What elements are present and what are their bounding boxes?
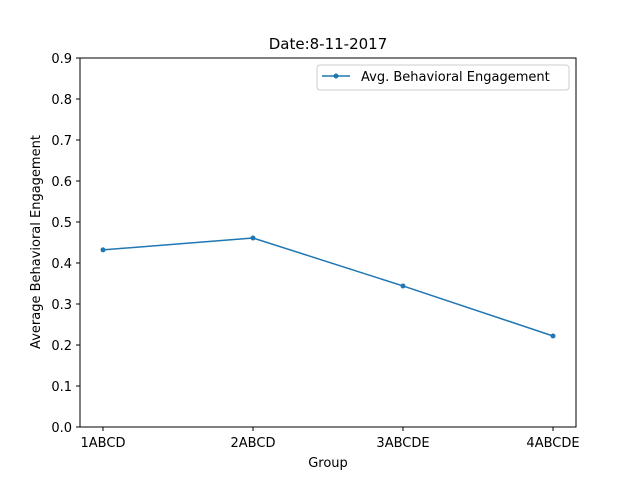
data-point (250, 235, 256, 241)
x-tick-label: 2ABCD (231, 436, 276, 451)
y-tick-label: 0.0 (51, 421, 72, 436)
y-axis: 0.0 0.1 0.2 0.3 0.4 0.5 0.6 0.7 0.8 0.9 (51, 52, 80, 436)
y-tick-label: 0.7 (51, 134, 72, 149)
chart-title: Date:8-11-2017 (269, 35, 388, 53)
y-tick-label: 0.1 (51, 380, 72, 395)
data-point (100, 247, 106, 253)
x-tick-label: 4ABCDE (526, 436, 579, 451)
x-axis-label: Group (308, 456, 348, 471)
legend-box (316, 64, 570, 91)
x-axis: 1ABCD 2ABCD 3ABCDE 4ABCDE (81, 427, 580, 451)
y-axis-label: Average Behavioral Engagement (29, 135, 44, 349)
series-line (102, 237, 554, 337)
y-tick-label: 0.5 (51, 216, 72, 231)
series-layer (100, 235, 556, 339)
y-tick-label: 0.8 (51, 93, 72, 108)
y-tick-label: 0.3 (51, 298, 72, 313)
data-point (400, 283, 406, 289)
x-tick-label: 3ABCDE (376, 436, 429, 451)
y-tick-label: 0.4 (51, 257, 72, 272)
plot-area-frame (79, 57, 577, 428)
data-point (550, 333, 556, 339)
x-tick-label: 1ABCD (81, 436, 126, 451)
legend: Avg. Behavioral Engagement (316, 64, 570, 91)
y-tick-label: 0.9 (51, 52, 72, 67)
y-tick-label: 0.6 (51, 175, 72, 190)
legend-label: Avg. Behavioral Engagement (361, 70, 550, 85)
y-tick-label: 0.2 (51, 339, 72, 354)
legend-marker-swatch (333, 73, 339, 79)
